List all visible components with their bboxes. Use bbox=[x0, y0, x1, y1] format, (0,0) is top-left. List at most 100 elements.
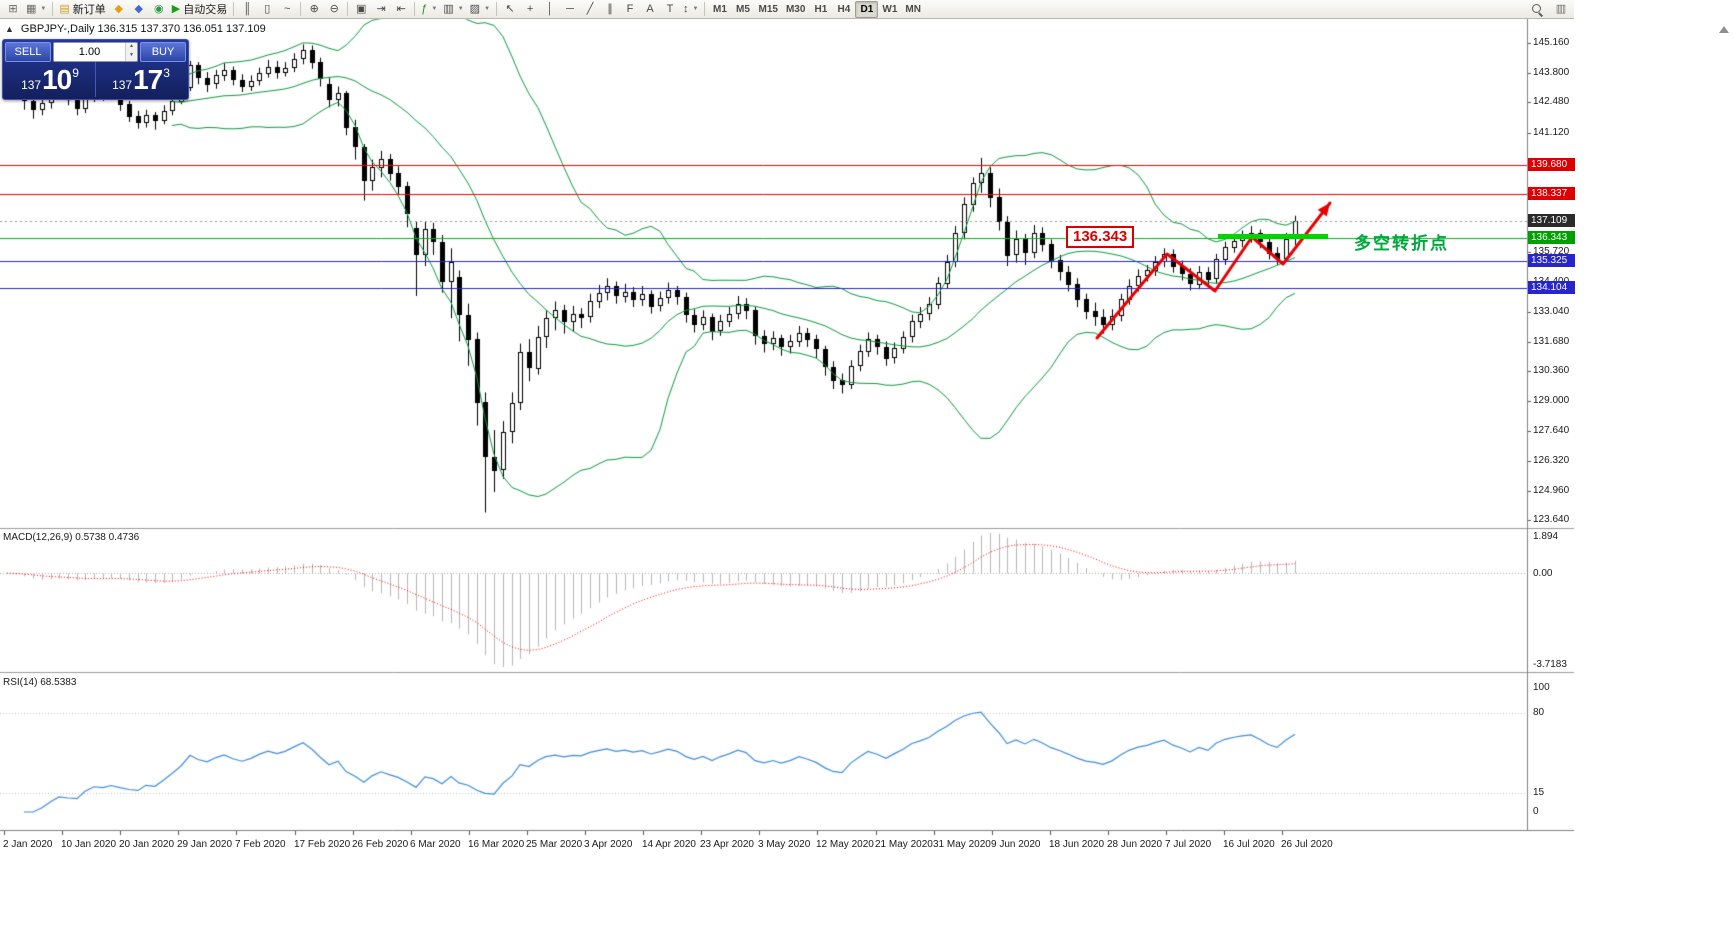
buy-button[interactable]: BUY bbox=[140, 42, 186, 62]
chart-shift-button[interactable]: ⇤ bbox=[391, 1, 411, 18]
volume-input[interactable] bbox=[54, 43, 125, 61]
rsi-axis-label: 15 bbox=[1533, 787, 1545, 798]
line-chart-icon: ~ bbox=[284, 2, 291, 15]
indicators-button[interactable]: ƒ ▼ bbox=[418, 1, 440, 18]
horizontal-line-button[interactable]: ─ bbox=[560, 1, 580, 18]
new-order-button[interactable]: ▤ 新订单 bbox=[56, 1, 108, 18]
rsi-panel-area[interactable] bbox=[0, 673, 1527, 830]
date-axis-label: 20 Jan 2020 bbox=[119, 839, 175, 850]
sell-price[interactable]: 137 10 9 bbox=[5, 62, 96, 97]
autotrading-button[interactable]: ▶ 自动交易 bbox=[169, 1, 230, 18]
date-axis-label: 18 Jun 2020 bbox=[1049, 839, 1105, 850]
search-button[interactable] bbox=[1527, 1, 1547, 18]
volume-decrease-button[interactable]: ▼ bbox=[129, 52, 134, 58]
price-axis-label: 133.040 bbox=[1533, 306, 1570, 317]
date-axis-label: 23 Apr 2020 bbox=[700, 839, 754, 850]
text-label-button[interactable]: T bbox=[660, 1, 680, 18]
crosshair-icon: + bbox=[526, 2, 534, 15]
search-icon bbox=[1531, 3, 1543, 15]
price-axis-label: 143.800 bbox=[1533, 67, 1570, 78]
timeframe-m15-button[interactable]: M15 bbox=[754, 1, 781, 18]
profiles-button[interactable]: ▦ ▼ bbox=[23, 1, 49, 18]
buy-price-pips: 17 bbox=[133, 63, 163, 95]
bar-chart-button[interactable]: ║ bbox=[237, 1, 257, 18]
tile-windows-button[interactable]: ▣ bbox=[351, 1, 371, 18]
timeframe-m1-button[interactable]: M1 bbox=[708, 1, 731, 18]
templates-button[interactable]: ▨ ▼ bbox=[467, 1, 493, 18]
fibonacci-button[interactable]: F bbox=[620, 1, 640, 18]
equidistant-channel-button[interactable]: ∥ bbox=[600, 1, 620, 18]
price-axis-label: 124.960 bbox=[1533, 485, 1570, 496]
metaeditor-button[interactable]: ◆ bbox=[109, 1, 129, 18]
indicators-icon: ƒ bbox=[421, 2, 428, 15]
timeframe-m5-button[interactable]: M5 bbox=[731, 1, 754, 18]
line-chart-button[interactable]: ~ bbox=[277, 1, 297, 18]
price-tag-136.343: 136.343 bbox=[1528, 231, 1575, 244]
rsi-indicator-label: RSI(14) 68.5383 bbox=[3, 677, 77, 688]
vertical-line-icon: │ bbox=[546, 2, 554, 15]
date-axis-label: 17 Feb 2020 bbox=[294, 839, 351, 850]
price-axis-label: 129.000 bbox=[1533, 395, 1570, 406]
crosshair-button[interactable]: + bbox=[520, 1, 540, 18]
buy-price[interactable]: 137 17 3 bbox=[96, 62, 186, 97]
chart-ohlc-info: ▲ GBPJPY-,Daily 136.315 137.370 136.051 … bbox=[5, 23, 266, 35]
zoom-in-button[interactable]: ⊕ bbox=[304, 1, 324, 18]
date-axis-label: 2 Jan 2020 bbox=[3, 839, 53, 850]
buy-price-frac: 3 bbox=[163, 66, 170, 80]
zoom-out-button[interactable]: ⊖ bbox=[324, 1, 344, 18]
arrows-button[interactable]: ↕ ▼ bbox=[680, 1, 701, 18]
strategy-tester-button[interactable]: ◆ bbox=[129, 1, 149, 18]
price-axis-label: 142.480 bbox=[1533, 96, 1570, 107]
sell-price-frac: 9 bbox=[72, 66, 79, 80]
periods-button[interactable]: ▥ ▼ bbox=[440, 1, 466, 18]
text-label-icon: T bbox=[666, 2, 674, 15]
date-axis-label: 14 Apr 2020 bbox=[642, 839, 696, 850]
vertical-line-button[interactable]: │ bbox=[540, 1, 560, 18]
trendline-button[interactable]: ╱ bbox=[580, 1, 600, 18]
rsi-panel-divider[interactable] bbox=[0, 670, 1527, 675]
price-axis-label: 145.160 bbox=[1533, 37, 1570, 48]
price-chart-area[interactable] bbox=[0, 18, 1527, 527]
date-axis-label: 6 Mar 2020 bbox=[410, 839, 461, 850]
new-order-icon: ▤ bbox=[59, 2, 70, 15]
macd-panel-area[interactable] bbox=[0, 529, 1527, 671]
auto-scroll-button[interactable]: ⇥ bbox=[371, 1, 391, 18]
new-chart-button[interactable]: ⊞ bbox=[3, 1, 23, 18]
timeframe-mn-button[interactable]: MN bbox=[901, 1, 925, 18]
rsi-axis-label: 80 bbox=[1533, 707, 1545, 718]
price-tag-135.325: 135.325 bbox=[1528, 254, 1575, 267]
date-axis-label: 7 Jul 2020 bbox=[1165, 839, 1212, 850]
timeframe-h4-button[interactable]: H4 bbox=[832, 1, 855, 18]
arrows-icon: ↕ bbox=[683, 2, 689, 15]
volume-increase-button[interactable]: ▲ bbox=[129, 43, 134, 49]
date-axis-label: 10 Jan 2020 bbox=[61, 839, 117, 850]
cursor-button[interactable]: ↖ bbox=[500, 1, 520, 18]
window-list-button[interactable]: ▥ bbox=[1551, 1, 1571, 18]
date-axis-label: 31 May 2020 bbox=[933, 839, 991, 850]
timeframe-w1-button[interactable]: W1 bbox=[878, 1, 901, 18]
timeframe-d1-button[interactable]: D1 bbox=[855, 0, 879, 18]
price-axis-label: 135.720 bbox=[1533, 246, 1570, 257]
periods-dropdown-icon: ▼ bbox=[457, 6, 464, 12]
turning-point-bar-annotation[interactable] bbox=[1218, 234, 1328, 239]
timeframe-h1-button[interactable]: H1 bbox=[809, 1, 832, 18]
date-axis-label: 16 Mar 2020 bbox=[468, 839, 525, 850]
profiles-icon: ▦ bbox=[26, 2, 37, 15]
date-axis-label: 7 Feb 2020 bbox=[235, 839, 286, 850]
autotrading-icon: ▶ bbox=[171, 2, 181, 15]
sell-button[interactable]: SELL bbox=[5, 42, 51, 62]
macd-panel-divider[interactable] bbox=[0, 526, 1527, 531]
community-button[interactable]: ◉ bbox=[149, 1, 169, 18]
trendline-icon: ╱ bbox=[586, 2, 594, 15]
date-axis-label: 12 May 2020 bbox=[816, 839, 874, 850]
scroll-up-icon[interactable] bbox=[1719, 26, 1729, 33]
turning-point-text-label[interactable]: 多空转折点 bbox=[1354, 234, 1449, 253]
price-level-annotation-box[interactable]: 136.343 bbox=[1066, 226, 1135, 248]
rsi-axis-label: 0 bbox=[1533, 806, 1539, 817]
trade-panel-toggle-icon[interactable]: ▲ bbox=[5, 24, 14, 34]
candlestick-chart-button[interactable]: ▯ bbox=[257, 1, 277, 18]
text-button[interactable]: A bbox=[640, 1, 660, 18]
timeframe-m30-button[interactable]: M30 bbox=[782, 1, 809, 18]
